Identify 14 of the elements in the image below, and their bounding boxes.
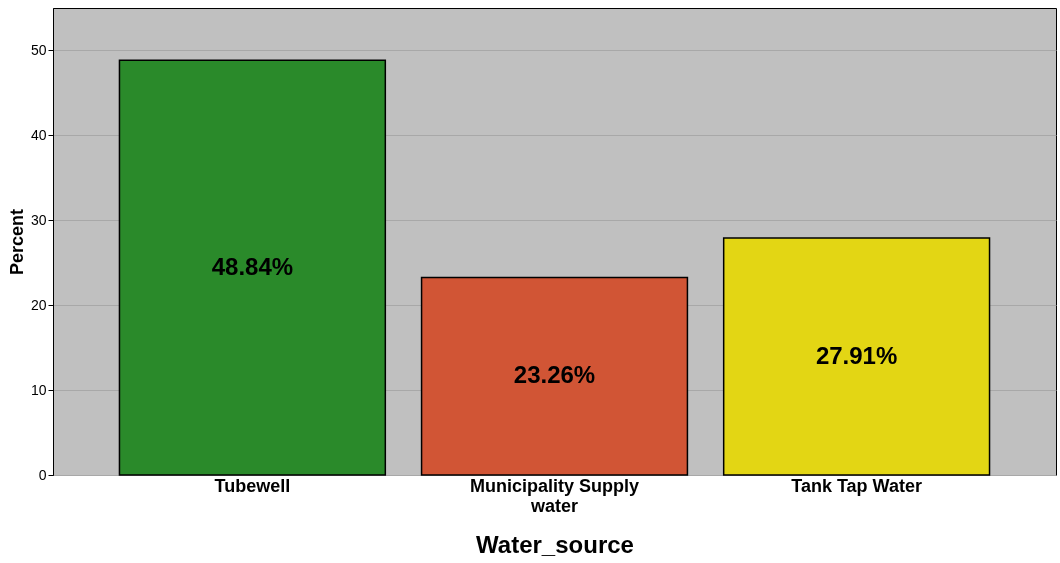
y-tick-label: 40 xyxy=(30,126,47,143)
data-label: 48.84% xyxy=(211,252,294,280)
x-tick-label: Tank Tap Water xyxy=(791,475,922,496)
y-tick-label: 20 xyxy=(30,296,47,313)
data-label: 27.91% xyxy=(815,341,898,369)
y-tick-label: 50 xyxy=(30,41,47,58)
x-axis-title: Water_source xyxy=(476,530,634,558)
data-label: 23.26% xyxy=(513,361,596,389)
x-tick-label: Municipality Supply water xyxy=(469,475,640,516)
y-tick-label: 10 xyxy=(30,381,47,398)
y-axis-title: Percent xyxy=(6,208,27,276)
x-tick-label: Tubewell xyxy=(214,475,291,496)
y-tick-label: 0 xyxy=(38,466,47,483)
y-tick-label: 30 xyxy=(30,211,47,228)
